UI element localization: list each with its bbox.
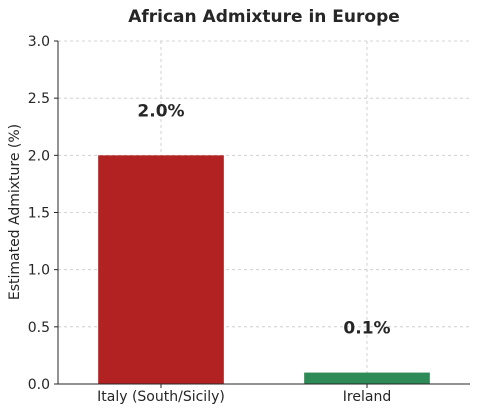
bars-layer	[98, 155, 430, 384]
data-label: 0.1%	[343, 319, 390, 339]
axes-layer	[54, 40, 470, 388]
y-tick-label: 1.5	[28, 206, 50, 222]
bar	[304, 372, 430, 384]
y-axis-label: Estimated Admixture (%)	[7, 124, 23, 300]
y-tick-label: 1.0	[28, 263, 50, 279]
chart-title: African Admixture in Europe	[128, 7, 400, 27]
y-tick-label: 0.0	[28, 377, 50, 393]
y-tick-label: 2.0	[28, 148, 50, 164]
y-tick-label: 2.5	[28, 91, 50, 107]
labels-layer: 0.0 0.5 1.0 1.5 2.0 2.5 3.0 Italy (South/Sicily…	[28, 34, 391, 405]
y-tick-label: 3.0	[28, 34, 50, 50]
x-tick-label: Ireland	[343, 389, 391, 405]
bar	[98, 155, 224, 384]
data-label: 2.0%	[137, 101, 184, 121]
y-tick-label: 0.5	[28, 320, 50, 336]
x-tick-label: Italy (South/Sicily)	[97, 389, 225, 405]
